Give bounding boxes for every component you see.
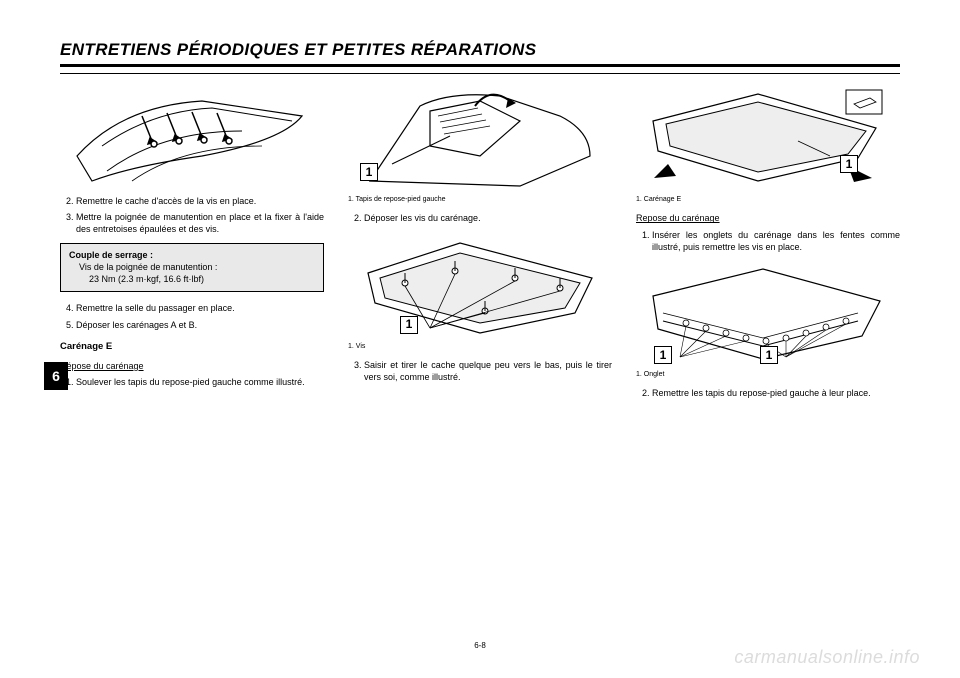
torque-spec-box: Couple de serrage : Vis de la poignée de… xyxy=(60,243,324,292)
header-divider xyxy=(60,73,900,74)
steps-block-2b: Saisir et tirer le cache quelque peu ver… xyxy=(348,359,612,383)
steps-block-1a: Remettre le cache d'accès de la vis en p… xyxy=(60,195,324,235)
torque-line-1: Vis de la poignée de manutention : xyxy=(69,262,315,274)
step-item: Mettre la poignée de manutention en plac… xyxy=(76,211,324,235)
step-item: Soulever les tapis du repose-pied gauche… xyxy=(76,376,324,388)
steps-block-2a: Déposer les vis du carénage. xyxy=(348,212,612,224)
figure-caption: 1. Tapis de repose-pied gauche xyxy=(348,195,612,204)
watermark: carmanualsonline.info xyxy=(734,647,920,668)
subheading-depose: Dépose du carénage xyxy=(60,360,324,372)
subheading-carenage-e: Carénage E xyxy=(60,341,324,354)
figure-caption: 1. Vis xyxy=(348,342,612,351)
content-columns: Remettre le cache d'accès de la vis en p… xyxy=(60,86,900,407)
figure-marker: 1 xyxy=(400,316,418,334)
step-item: Remettre le cache d'accès de la vis en p… xyxy=(76,195,324,207)
steps-block-1c: Soulever les tapis du repose-pied gauche… xyxy=(60,376,324,388)
subheading-repose: Repose du carénage xyxy=(636,212,900,224)
figure-marker: 1 xyxy=(760,346,778,364)
steps-block-3a: Insérer les onglets du carénage dans les… xyxy=(636,229,900,253)
step-item: Insérer les onglets du carénage dans les… xyxy=(652,229,900,253)
step-item: Déposer les vis du carénage. xyxy=(364,212,612,224)
figure-tabs-slots: 1 1 xyxy=(636,261,900,366)
figure-cover-screws: 1 xyxy=(348,233,612,338)
column-1: Remettre le cache d'accès de la vis en p… xyxy=(60,86,324,407)
figure-carenage-removal: 1 xyxy=(636,86,900,191)
page-header: ENTRETIENS PÉRIODIQUES ET PETITES RÉPARA… xyxy=(60,40,900,67)
figure-footrest-mat: 1 xyxy=(348,86,612,191)
step-item: Remettre la selle du passager en place. xyxy=(76,302,324,314)
torque-line-2: 23 Nm (2.3 m·kgf, 16.6 ft·lbf) xyxy=(69,274,315,286)
column-3: 1 1. Carénage E Repose du carénage Insér… xyxy=(636,86,900,407)
figure-handle-screws xyxy=(60,86,324,191)
step-item: Déposer les carénages A et B. xyxy=(76,319,324,331)
figure-marker: 1 xyxy=(360,163,378,181)
column-2: 1 1. Tapis de repose-pied gauche Déposer… xyxy=(348,86,612,407)
figure-marker: 1 xyxy=(840,155,858,173)
torque-title: Couple de serrage : xyxy=(69,250,315,262)
steps-block-3b: Remettre les tapis du repose-pied gauche… xyxy=(636,387,900,399)
step-item: Saisir et tirer le cache quelque peu ver… xyxy=(364,359,612,383)
page-title: ENTRETIENS PÉRIODIQUES ET PETITES RÉPARA… xyxy=(60,40,900,60)
figure-caption: 1. Onglet xyxy=(636,370,900,379)
figure-caption: 1. Carénage E xyxy=(636,195,900,204)
steps-block-1b: Remettre la selle du passager en place. … xyxy=(60,302,324,330)
chapter-tab: 6 xyxy=(44,362,68,390)
manual-page: 6 ENTRETIENS PÉRIODIQUES ET PETITES RÉPA… xyxy=(0,0,960,678)
step-item: Remettre les tapis du repose-pied gauche… xyxy=(652,387,900,399)
figure-marker: 1 xyxy=(654,346,672,364)
